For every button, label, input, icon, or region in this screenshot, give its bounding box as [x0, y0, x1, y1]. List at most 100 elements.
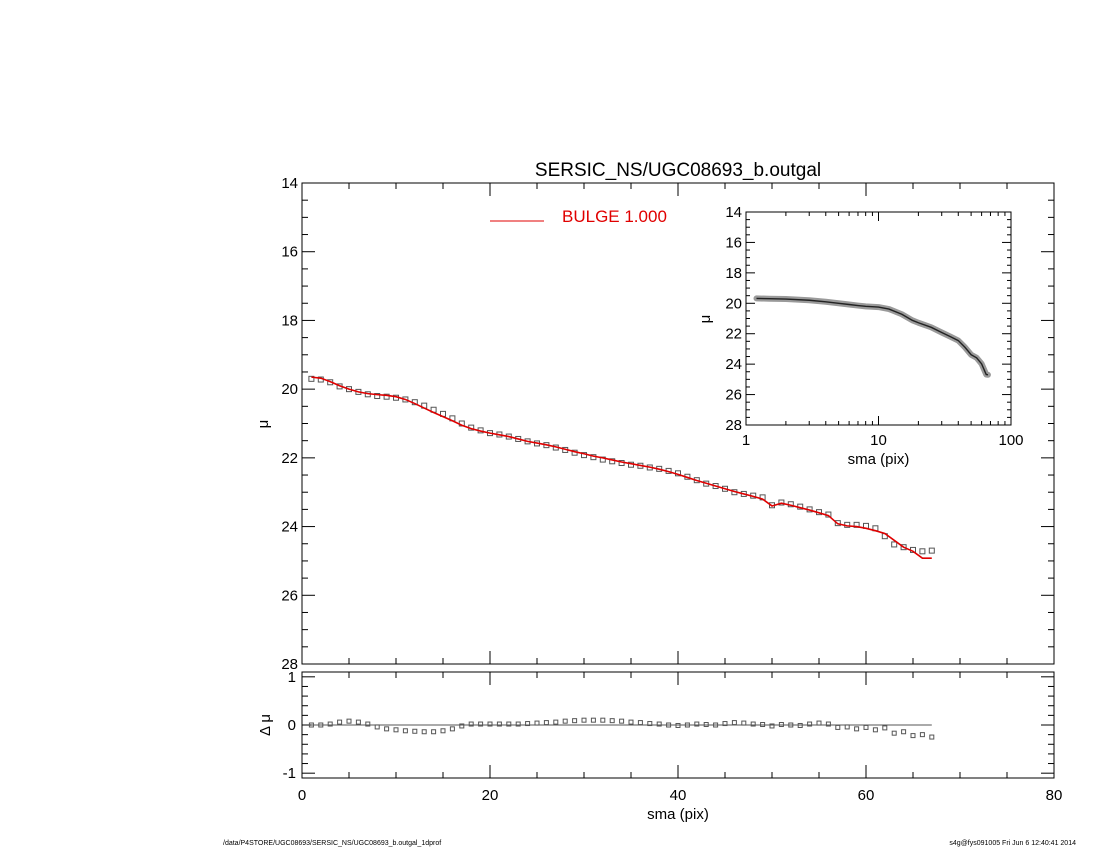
- residual-data-point: [750, 721, 756, 727]
- residual-data-point: [346, 718, 352, 724]
- residual-data-point: [534, 720, 540, 726]
- residual-data-point: [835, 724, 841, 730]
- residual-x-tick-label: 80: [1046, 787, 1063, 804]
- residual-data-point: [421, 729, 427, 735]
- residual-y-tick-label: -1: [283, 765, 296, 782]
- residual-data-point: [384, 726, 390, 732]
- residual-y-tick-label: 0: [288, 717, 296, 734]
- residual-data-point: [901, 729, 907, 735]
- main-data-point: [900, 544, 907, 551]
- main-data-point: [928, 547, 935, 554]
- inset-y-tick-label: 28: [725, 417, 742, 434]
- residual-data-point: [525, 721, 531, 727]
- residual-data-point: [760, 722, 766, 728]
- residual-data-point: [590, 717, 596, 723]
- residual-data-point: [797, 722, 803, 728]
- main-data-point: [609, 458, 616, 465]
- main-y-tick-label: 20: [281, 381, 298, 398]
- residual-data-point: [515, 721, 521, 727]
- residual-data-point: [468, 721, 474, 727]
- main-y-tick-label: 24: [281, 519, 298, 536]
- residual-x-tick-label: 20: [482, 787, 499, 804]
- residual-data-point: [318, 722, 324, 728]
- residual-data-point: [355, 719, 361, 725]
- inset-y-tick-label: 20: [725, 295, 742, 312]
- inset-x-tick-label: 100: [998, 432, 1023, 449]
- residual-data-point: [374, 724, 380, 730]
- residual-data-point: [929, 734, 935, 740]
- inset-panel-frame: [745, 211, 1012, 426]
- residual-x-tick-label: 60: [858, 787, 875, 804]
- residual-data-point: [543, 720, 549, 726]
- main-data-point: [374, 393, 381, 400]
- residual-data-point: [581, 717, 587, 723]
- residual-data-point: [675, 722, 681, 728]
- residual-data-point: [684, 722, 690, 728]
- main-data-point: [919, 548, 926, 555]
- residual-data-point: [854, 726, 860, 732]
- inset-y-tick-label: 16: [725, 234, 742, 251]
- residual-data-point: [628, 719, 634, 725]
- residual-data-point: [882, 725, 888, 731]
- residual-data-point: [769, 723, 775, 729]
- residual-data-point: [872, 727, 878, 733]
- residual-data-point: [807, 721, 813, 727]
- residual-data-point: [365, 721, 371, 727]
- residual-data-point: [308, 722, 314, 728]
- residual-data-point: [459, 723, 465, 729]
- main-y-tick-label: 28: [281, 656, 298, 673]
- residual-data-point: [431, 729, 437, 735]
- main-y-axis-label: μ: [255, 420, 272, 429]
- legend-bulge-label: BULGE 1.000: [562, 207, 667, 226]
- main-data-point: [778, 499, 785, 506]
- main-data-point: [891, 541, 898, 548]
- main-data-point: [834, 520, 841, 527]
- residual-data-point: [449, 726, 455, 732]
- residual-data-point: [609, 718, 615, 724]
- residual-data-point: [506, 721, 512, 727]
- residual-data-point: [553, 719, 559, 725]
- residual-data-point: [656, 721, 662, 727]
- inset-y-axis-label: μ: [697, 315, 714, 324]
- residual-data-point: [722, 721, 728, 727]
- residual-data-point: [844, 724, 850, 730]
- residual-data-point: [703, 722, 709, 728]
- residual-data-point: [478, 721, 484, 727]
- residual-data-point: [891, 730, 897, 736]
- residual-data-point: [919, 732, 925, 738]
- residual-x-tick-label: 0: [298, 787, 306, 804]
- residual-data-point: [788, 722, 794, 728]
- residual-x-tick-label: 40: [670, 787, 687, 804]
- residual-data-point: [713, 722, 719, 728]
- residual-data-point: [440, 728, 446, 734]
- residual-data-point: [487, 721, 493, 727]
- residual-data-point: [637, 720, 643, 726]
- footer-file-path: /data/P4STORE/UGC08693/SERSIC_NS/UGC0869…: [223, 840, 442, 847]
- chart-title: SERSIC_NS/UGC08693_b.outgal: [535, 160, 821, 181]
- residual-data-point: [600, 717, 606, 723]
- residual-data-point: [562, 718, 568, 724]
- residual-data-point: [393, 727, 399, 733]
- residual-data-point: [647, 721, 653, 727]
- residual-data-point: [731, 720, 737, 726]
- residual-data-point: [572, 718, 578, 724]
- residual-data-point: [412, 728, 418, 734]
- residual-data-point: [910, 733, 916, 739]
- residual-data-point: [496, 721, 502, 727]
- main-y-tick-label: 26: [281, 587, 298, 604]
- residual-y-tick-label: 1: [288, 669, 296, 686]
- main-data-point: [383, 393, 390, 400]
- inset-y-tick-label: 18: [725, 265, 742, 282]
- inset-x-tick-label: 10: [870, 432, 887, 449]
- inset-y-tick-label: 22: [725, 326, 742, 343]
- residual-data-point: [666, 722, 672, 728]
- residual-data-point: [825, 721, 831, 727]
- residual-data-point: [337, 719, 343, 725]
- inset-y-tick-label: 14: [725, 204, 742, 221]
- inset-profile-line: [756, 297, 989, 376]
- main-y-tick-label: 16: [281, 244, 298, 261]
- x-axis-label: sma (pix): [647, 806, 709, 823]
- residual-data-point: [816, 720, 822, 726]
- main-y-tick-label: 14: [281, 175, 298, 192]
